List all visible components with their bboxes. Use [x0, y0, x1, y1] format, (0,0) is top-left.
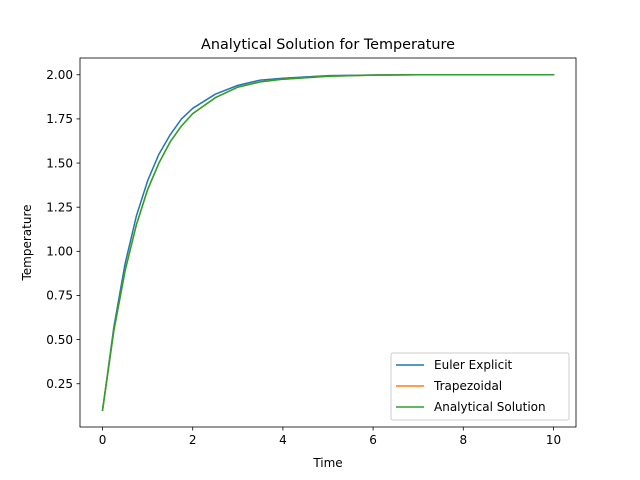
y-tick-label: 0.25 — [46, 377, 73, 391]
y-tick-label: 1.00 — [46, 245, 73, 259]
x-tick-label: 0 — [99, 433, 107, 447]
y-tick-label: 1.25 — [46, 200, 73, 214]
x-tick-label: 10 — [546, 433, 561, 447]
x-tick-label: 4 — [279, 433, 287, 447]
axes-frame — [79, 57, 577, 428]
y-ticks: 0.25 0.50 0.75 1.00 1.25 1.50 1.75 2.00 — [46, 68, 80, 391]
legend-box — [390, 352, 570, 421]
legend: Euler Explicit Trapezoidal Analytical Solu… — [390, 352, 570, 421]
legend-label-0: Euler Explicit — [434, 358, 513, 372]
x-tick-label: 8 — [459, 433, 467, 447]
y-tick-label: 0.75 — [46, 289, 73, 303]
y-tick-label: 2.00 — [46, 68, 73, 82]
plot-area — [79, 57, 577, 428]
legend-label-1: Trapezoidal — [433, 379, 502, 393]
x-axis-label: Time — [312, 456, 342, 470]
x-tick-label: 6 — [369, 433, 377, 447]
y-tick-label: 0.50 — [46, 333, 73, 347]
y-tick-label: 1.75 — [46, 112, 73, 126]
chart-title: Analytical Solution for Temperature — [201, 37, 455, 53]
y-tick-label: 1.50 — [46, 156, 73, 170]
y-axis-label: Temperature — [20, 204, 34, 281]
legend-label-2: Analytical Solution — [434, 400, 546, 414]
series-line-2 — [101, 74, 555, 412]
series-lines — [101, 74, 555, 412]
x-ticks: 0 2 4 6 8 10 — [99, 427, 561, 447]
x-tick-label: 2 — [189, 433, 197, 447]
